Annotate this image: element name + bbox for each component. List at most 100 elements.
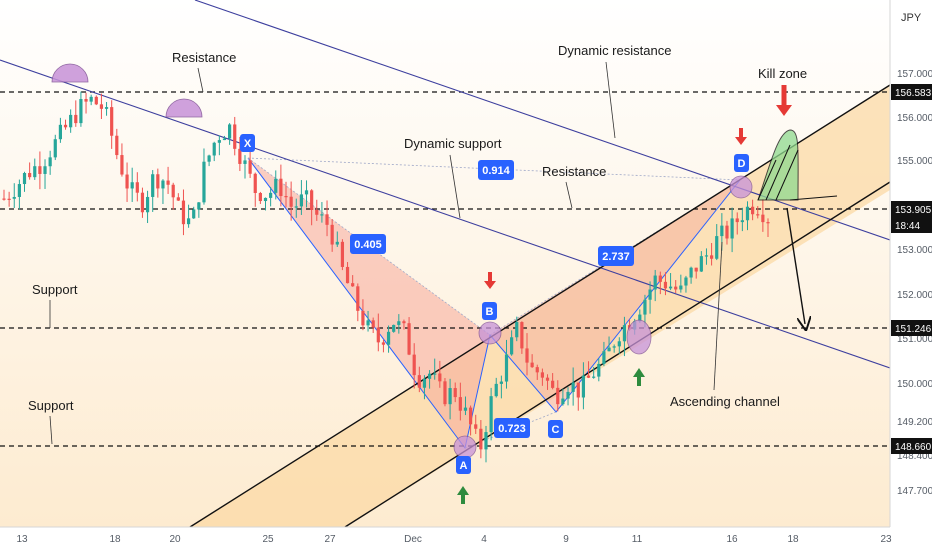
candle[interactable] [171,182,175,210]
candle[interactable] [402,319,406,330]
candle[interactable] [12,183,16,209]
candle[interactable] [484,425,488,463]
candle[interactable] [438,360,442,388]
candle[interactable] [530,354,534,368]
candle[interactable] [433,358,437,380]
candle[interactable] [253,172,257,207]
candle[interactable] [730,207,734,253]
point-d[interactable]: D [734,154,749,172]
candle[interactable] [556,380,560,412]
candle[interactable] [233,116,237,156]
candle[interactable] [381,339,386,353]
candle[interactable] [607,336,611,352]
candle[interactable] [243,155,247,179]
candle[interactable] [192,206,196,219]
candle[interactable] [48,150,52,175]
candle[interactable] [679,274,683,293]
candle[interactable] [504,339,509,389]
candle[interactable] [330,219,334,252]
candle[interactable] [115,128,119,160]
candle[interactable] [28,162,32,180]
candle[interactable] [104,101,109,116]
candle[interactable] [258,191,262,204]
candle[interactable] [694,267,698,279]
candle[interactable] [515,316,519,342]
candle[interactable] [58,117,63,143]
candle[interactable] [427,370,432,389]
candle[interactable] [151,170,155,212]
candle[interactable] [463,396,468,416]
candle[interactable] [53,134,57,161]
candle[interactable] [74,100,78,127]
candle[interactable] [407,317,411,356]
candle[interactable] [561,388,565,406]
candle[interactable] [520,321,524,354]
candle[interactable] [397,314,401,334]
candle[interactable] [89,94,93,106]
candle[interactable] [335,231,339,247]
candle[interactable] [740,207,744,232]
candle[interactable] [294,198,298,218]
candle[interactable] [238,136,242,172]
candle[interactable] [345,262,350,284]
candle[interactable] [197,202,201,218]
candle[interactable] [125,162,129,202]
candle[interactable] [412,343,416,389]
candle[interactable] [320,202,324,223]
candle[interactable] [222,135,227,141]
candle[interactable] [310,189,314,226]
candle[interactable] [110,100,114,149]
candle[interactable] [653,269,657,302]
candle[interactable] [699,251,703,272]
channel-lower-line[interactable] [344,181,891,528]
candle[interactable] [299,180,303,215]
candle[interactable] [745,201,750,231]
candle[interactable] [135,172,139,202]
candle[interactable] [715,224,719,261]
candle[interactable] [79,91,83,127]
candle[interactable] [663,272,668,296]
candle[interactable] [479,420,483,459]
ratio-label-bcd[interactable]: 2.737 [598,246,634,266]
candle[interactable] [284,181,288,208]
candle[interactable] [422,375,427,400]
candle[interactable] [228,123,232,145]
candle[interactable] [392,324,396,333]
price-tag[interactable]: 153.905 18:44 [891,201,932,233]
ratio-label-abc[interactable]: 0.723 [494,418,530,438]
candle[interactable] [684,275,688,293]
candle[interactable] [386,325,391,353]
candle[interactable] [94,95,98,106]
candle[interactable] [443,378,447,407]
candle[interactable] [217,135,221,156]
point-c[interactable]: C [548,420,563,438]
candle[interactable] [709,243,714,266]
candle[interactable] [22,171,27,192]
candle[interactable] [315,199,319,221]
candle[interactable] [212,141,216,162]
candle[interactable] [489,387,493,441]
candle[interactable] [207,154,211,167]
candle[interactable] [617,337,621,355]
candle[interactable] [592,366,596,379]
candle[interactable] [274,170,278,200]
candle[interactable] [761,199,765,232]
candle[interactable] [371,317,375,333]
candle[interactable] [658,271,662,295]
candle[interactable] [43,159,47,189]
candle[interactable] [69,109,73,133]
candle[interactable] [376,313,380,352]
candle[interactable] [766,218,770,238]
candle[interactable] [84,92,88,114]
candle[interactable] [186,204,191,228]
candle[interactable] [166,166,170,194]
point-x[interactable]: X [240,134,255,152]
candle[interactable] [417,366,421,393]
point-a[interactable]: A [456,456,471,474]
candle[interactable] [361,299,365,331]
candle[interactable] [140,187,145,218]
candle[interactable] [458,382,462,421]
candle[interactable] [756,206,760,219]
candle[interactable] [340,239,345,271]
